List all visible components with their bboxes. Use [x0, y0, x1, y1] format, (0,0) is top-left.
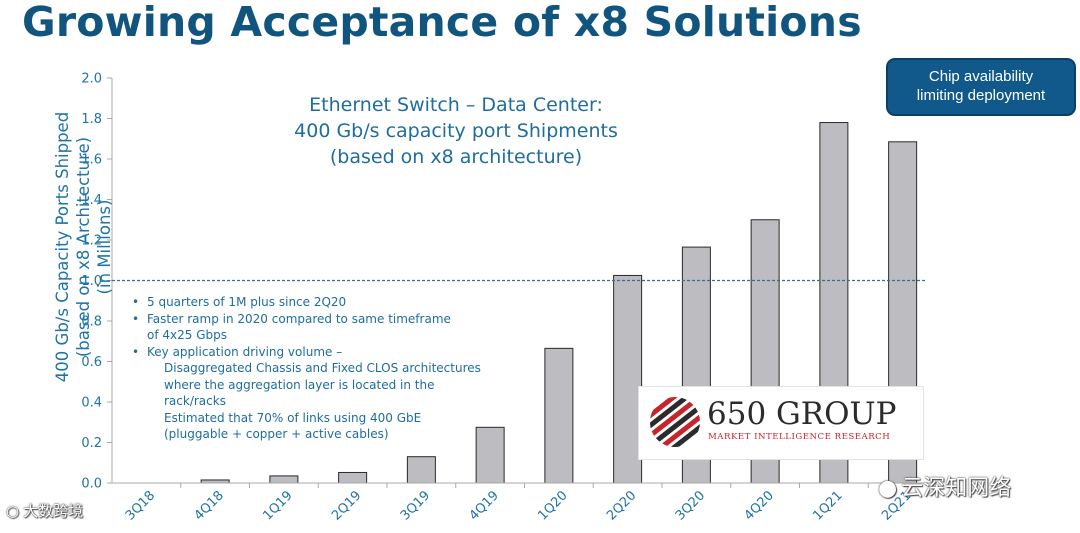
watermark-left: ○ 大数跨境 — [6, 500, 83, 521]
slide-title: Growing Acceptance of x8 Solutions — [22, 0, 862, 46]
x-tick-label: 2Q20 — [604, 488, 639, 523]
watermark-right: ● 云深知网络 — [878, 470, 1011, 502]
wechat-icon: ● — [878, 476, 898, 501]
x-tick-label: 1Q20 — [535, 488, 570, 523]
notes-list: 5 quarters of 1M plus since 2Q20 Faster … — [130, 294, 550, 443]
y-axis-label: 400 Gb/s Capacity Ports Shipped (based o… — [52, 77, 115, 417]
x-tick-label: 4Q20 — [742, 488, 777, 523]
y-axis-label-line-2: (based on x8 Architecture) — [74, 136, 93, 358]
chart-title-line-2: 400 Gb/s capacity port Shipments — [294, 120, 618, 142]
note-bullet-2-continued: of 4x25 Gbps — [147, 328, 227, 342]
bar-3q19 — [406, 456, 436, 484]
note-sub-1-line-2: where the aggregation layer is located i… — [164, 377, 435, 392]
y-tick-label: 1.6 — [81, 153, 102, 168]
y-tick-label: 1.8 — [81, 112, 102, 127]
y-tick-label: 0.0 — [81, 477, 102, 492]
note-sub-2-line-1: Estimated that 70% of links using 400 Gb… — [164, 410, 422, 425]
y-tick-label: 0.4 — [81, 396, 102, 411]
logo-mark-icon — [650, 397, 700, 447]
bar-2q20 — [613, 274, 643, 484]
y-tick-label: 2.0 — [81, 72, 102, 87]
y-axis-label-line-3: (in Millions) — [95, 199, 114, 295]
x-tick-label: 3Q18 — [123, 488, 158, 523]
x-tick-label: 1Q21 — [810, 488, 845, 523]
callout-line-1: Chip availability — [928, 68, 1034, 85]
bar-1q20 — [544, 347, 574, 484]
chart-title-line-3: (based on x8 architecture) — [329, 146, 583, 168]
watermark-right-text: 云深知网络 — [901, 476, 1012, 501]
callout-line-2: limiting deployment — [916, 87, 1046, 104]
x-tick-label: 3Q19 — [398, 488, 433, 523]
x-tick-labels: 3Q18 4Q18 1Q19 2Q19 3Q19 4Q19 1Q20 2Q20 3Q20 4Q20… — [123, 488, 915, 523]
bar-1q19 — [269, 475, 299, 484]
y-tick-label: 0.2 — [81, 436, 102, 451]
y-tick-label: 0.6 — [81, 355, 102, 370]
x-tick-label: 1Q19 — [260, 488, 295, 523]
note-bullet-1: 5 quarters of 1M plus since 2Q20 — [130, 294, 550, 311]
x-tick-label: 2Q19 — [329, 488, 364, 523]
chart-title: Ethernet Switch – Data Center: 400 Gb/s … — [236, 92, 676, 170]
note-sub-2-line-2: (pluggable + copper + active cables) — [164, 427, 389, 441]
bar-2q19 — [338, 471, 368, 484]
watermark-logo-icon: ○ — [6, 502, 20, 520]
y-axis-label-line-1: 400 Gb/s Capacity Ports Shipped — [53, 111, 72, 383]
note-bullet-2: Faster ramp in 2020 compared to same tim… — [130, 311, 550, 328]
y-tick-label: 1.2 — [81, 234, 102, 249]
chart-title-line-1: Ethernet Switch – Data Center: — [309, 94, 603, 116]
y-tick-labels: 0.0 0.2 0.4 0.6 0.8 1.0 1.2 1.4 1.6 1.8 2.0 — [81, 72, 102, 492]
note-bullet-3: Key application driving volume – — [130, 344, 550, 361]
y-tick-label: 0.8 — [81, 315, 102, 330]
chip-availability-callout: Chip availability limiting deployment — [886, 58, 1076, 116]
logo-tagline: MARKET INTELLIGENCE RESEARCH — [708, 432, 891, 442]
x-tick-label: 4Q18 — [192, 488, 227, 523]
logo-name: 650 GROUP — [707, 396, 897, 432]
x-tick-label: 4Q19 — [467, 488, 502, 523]
company-logo: 650 GROUP MARKET INTELLIGENCE RESEARCH — [638, 386, 924, 460]
note-sub-1-line-3: rack/racks — [164, 394, 226, 408]
y-tick-label: 1.0 — [81, 274, 102, 289]
note-sub-1-line-1: Disaggregated Chassis and Fixed CLOS arc… — [164, 361, 481, 375]
x-tick-label: 3Q20 — [673, 488, 708, 523]
watermark-left-text: 大数跨境 — [23, 502, 84, 520]
y-tick-label: 1.4 — [81, 193, 102, 208]
